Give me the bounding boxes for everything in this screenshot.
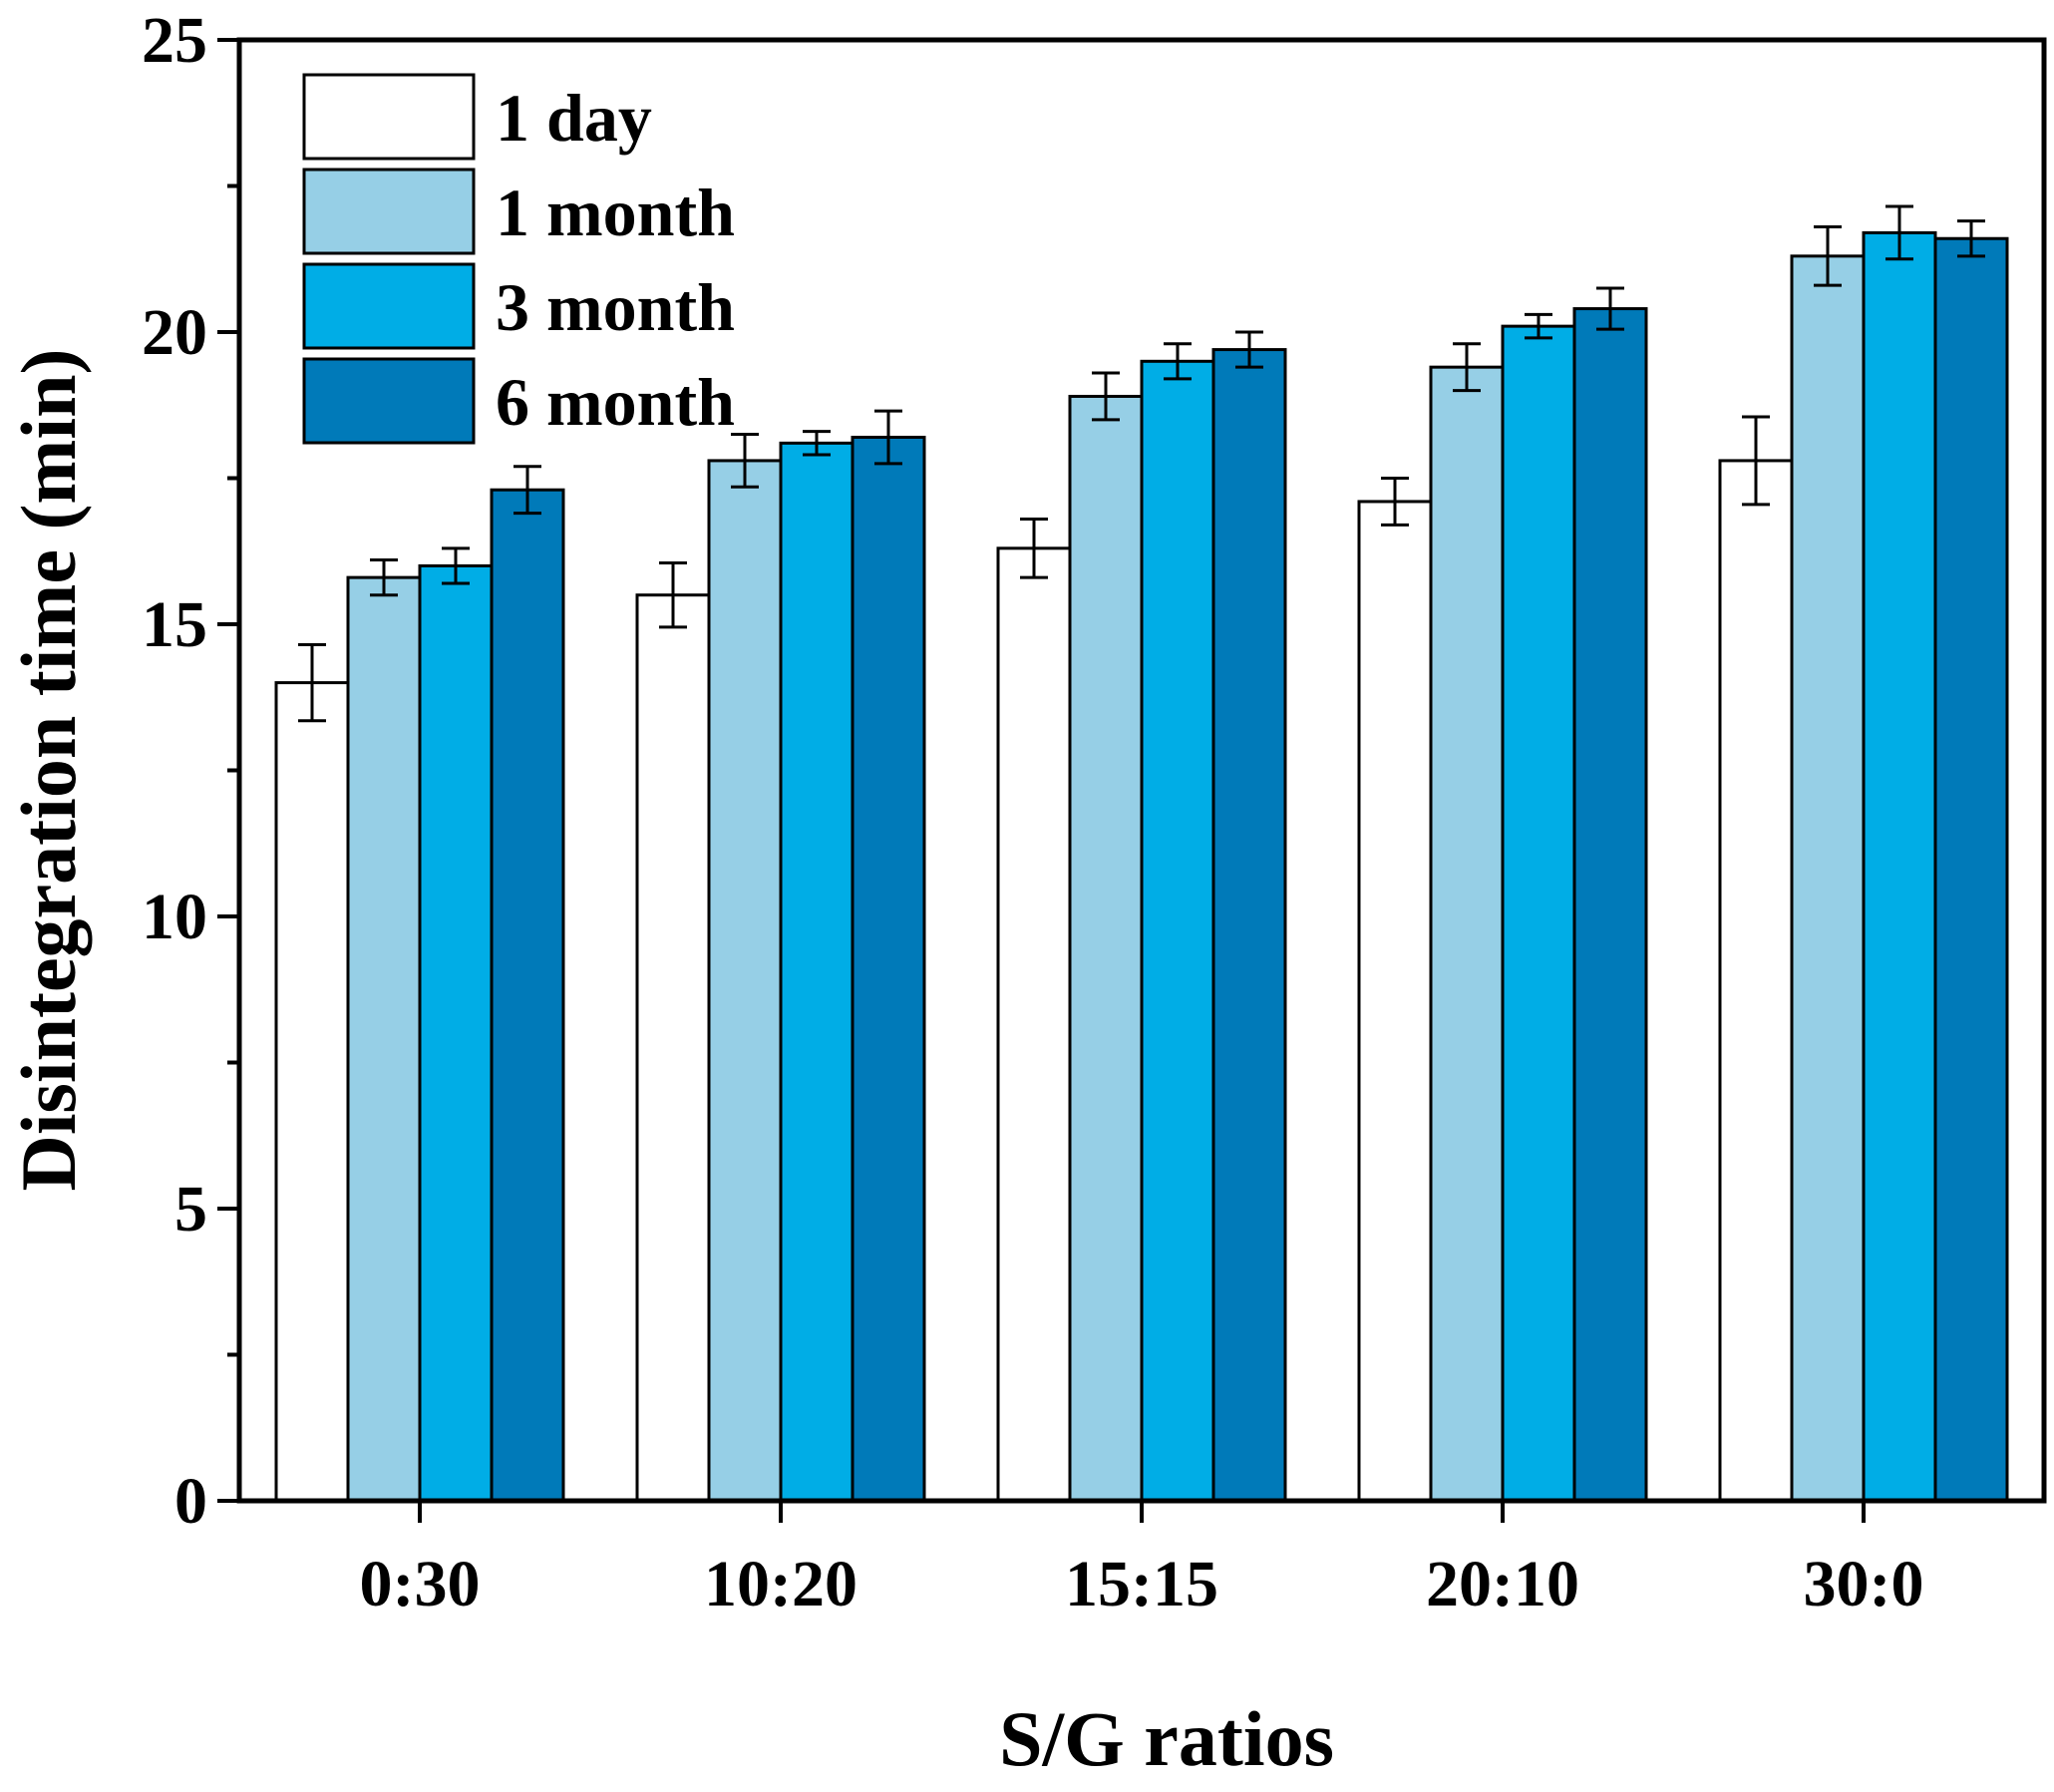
y-tick-label-5: 5 bbox=[174, 1173, 207, 1246]
error-bar-2-4 bbox=[1885, 204, 1913, 261]
legend-label-1: 1 month bbox=[496, 175, 735, 250]
y-tick-label-15: 15 bbox=[142, 588, 207, 661]
legend-item-1: 1 month bbox=[302, 168, 735, 255]
legend-item-0: 1 day bbox=[302, 73, 652, 161]
legend-swatch-0 bbox=[302, 73, 476, 161]
error-bar-3-3 bbox=[1596, 286, 1624, 331]
error-bar-3-0 bbox=[514, 465, 541, 516]
error-bar-1-0 bbox=[370, 558, 398, 597]
error-bar-3-2 bbox=[1235, 330, 1263, 369]
legend-item-2: 3 month bbox=[302, 262, 735, 350]
bar-2-0 bbox=[418, 563, 494, 1503]
legend: 1 day 1 month 3 month 6 month bbox=[302, 73, 735, 445]
legend-label-3: 6 month bbox=[496, 364, 735, 440]
y-tick-label-25: 25 bbox=[142, 4, 207, 77]
error-bar-1-3 bbox=[1453, 342, 1481, 393]
bar-1-1 bbox=[707, 459, 783, 1503]
bar-2-3 bbox=[1501, 324, 1576, 1503]
legend-item-3: 6 month bbox=[302, 357, 735, 445]
legend-swatch-3 bbox=[302, 357, 476, 445]
bar-0-4 bbox=[1718, 459, 1794, 1503]
error-bar-2-3 bbox=[1525, 312, 1552, 340]
legend-swatch-1 bbox=[302, 168, 476, 255]
y-tick-label-20: 20 bbox=[142, 296, 207, 369]
legend-label-2: 3 month bbox=[496, 269, 735, 345]
y-axis-title: Disintegration time (min) bbox=[5, 349, 92, 1192]
error-bar-0-2 bbox=[1020, 518, 1048, 579]
bar-3-2 bbox=[1211, 348, 1287, 1503]
bar-0-0 bbox=[274, 681, 350, 1503]
error-bar-0-1 bbox=[659, 560, 687, 629]
bar-2-4 bbox=[1862, 230, 1937, 1503]
x-tick-label-0: 0:30 bbox=[360, 1548, 481, 1620]
bar-2-2 bbox=[1140, 359, 1215, 1503]
bar-1-0 bbox=[346, 575, 422, 1503]
bar-3-4 bbox=[1933, 236, 2009, 1503]
bar-1-3 bbox=[1429, 365, 1505, 1503]
error-bar-3-4 bbox=[1957, 219, 1985, 258]
legend-swatch-2 bbox=[302, 262, 476, 350]
error-bar-2-2 bbox=[1164, 342, 1192, 381]
x-tick-label-3: 20:10 bbox=[1426, 1548, 1579, 1620]
x-tick-label-1: 10:20 bbox=[704, 1548, 857, 1620]
error-bar-2-0 bbox=[442, 546, 470, 585]
bars-layer bbox=[274, 230, 2009, 1503]
bar-3-1 bbox=[851, 435, 926, 1503]
x-tick-label-4: 30:0 bbox=[1804, 1548, 1924, 1620]
bar-3-3 bbox=[1572, 307, 1648, 1503]
error-bar-3-1 bbox=[874, 409, 902, 466]
error-bar-1-2 bbox=[1092, 371, 1120, 422]
error-bar-0-0 bbox=[298, 643, 326, 723]
bar-2-1 bbox=[779, 441, 855, 1503]
bar-0-3 bbox=[1357, 500, 1433, 1503]
error-bar-2-1 bbox=[803, 430, 831, 457]
bar-1-2 bbox=[1068, 394, 1144, 1503]
error-bar-0-3 bbox=[1381, 477, 1409, 527]
error-bar-0-4 bbox=[1742, 415, 1770, 507]
error-bar-1-4 bbox=[1814, 225, 1842, 287]
bar-1-4 bbox=[1790, 254, 1866, 1503]
error-bars-layer bbox=[298, 204, 1985, 723]
error-bar-1-1 bbox=[731, 433, 759, 489]
y-axis: 0 5 10 15 20 25 bbox=[142, 4, 239, 1538]
x-tick-label-2: 15:15 bbox=[1065, 1548, 1218, 1620]
y-tick-label-0: 0 bbox=[174, 1465, 207, 1538]
x-axis: 0:30 10:20 15:15 20:10 30:0 bbox=[360, 1501, 1924, 1620]
x-axis-title: S/G ratios bbox=[999, 1695, 1334, 1782]
bar-3-0 bbox=[490, 488, 565, 1503]
bar-0-1 bbox=[635, 593, 711, 1503]
y-tick-label-10: 10 bbox=[142, 881, 207, 953]
bar-0-2 bbox=[996, 546, 1072, 1503]
legend-label-0: 1 day bbox=[496, 80, 652, 156]
